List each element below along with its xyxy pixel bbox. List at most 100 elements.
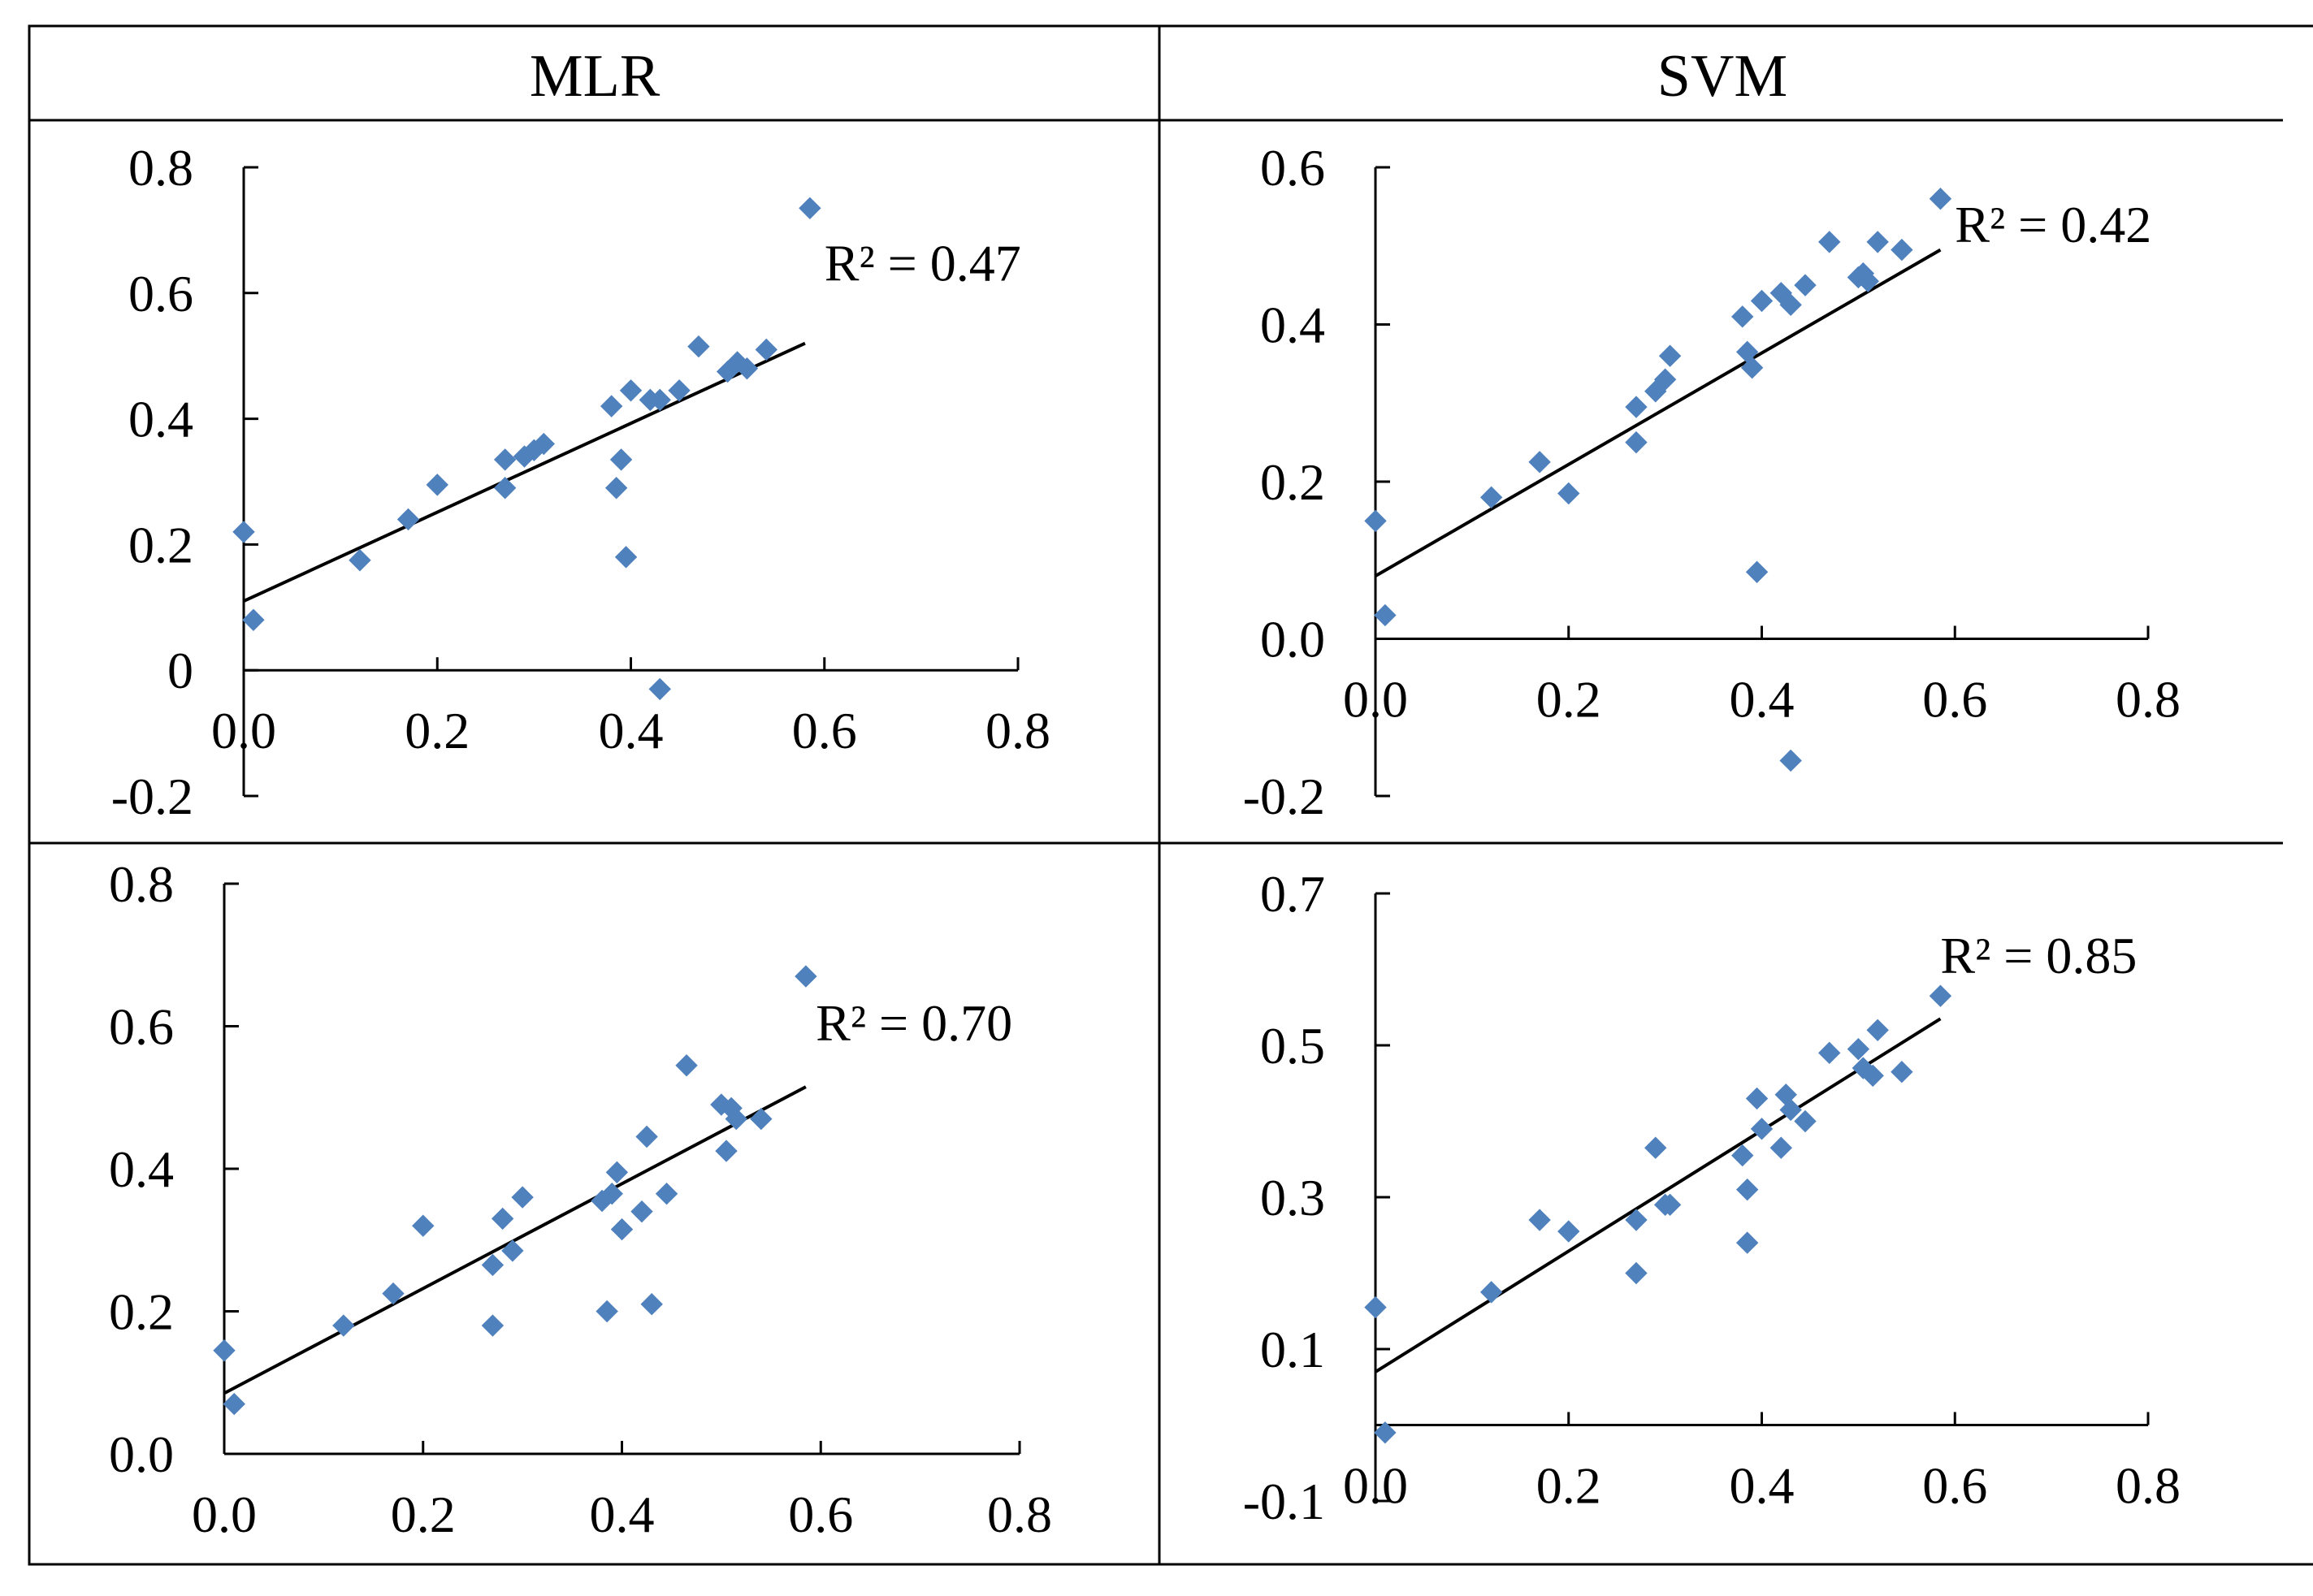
scatter-point bbox=[755, 338, 777, 361]
x-tick-label: 0.6 bbox=[1922, 671, 1987, 729]
panel-mlr-bottom: 0.0 0.2 0.4 0.6 0.8 0.0 0.2 0.4 0.6 0.8 R² = 0.70 bbox=[109, 855, 1052, 1543]
scatter-point bbox=[604, 477, 628, 500]
y-tick-label: 0.4 bbox=[128, 391, 193, 448]
header-svm: SVM bbox=[1657, 43, 1787, 110]
scatter-point bbox=[1745, 1087, 1769, 1110]
x-tick-label: 0.4 bbox=[599, 702, 664, 759]
y-tick-label: 0.0 bbox=[1260, 611, 1325, 668]
x-tick-label: 0.8 bbox=[985, 702, 1050, 759]
y-tick-label: 0.0 bbox=[109, 1425, 174, 1483]
scatter-point bbox=[426, 474, 448, 496]
r-squared-label: R² = 0.70 bbox=[816, 994, 1012, 1052]
scatter-point bbox=[1847, 1037, 1870, 1061]
scatter-point bbox=[610, 1218, 634, 1241]
scatter-point bbox=[1769, 1136, 1792, 1159]
scatter-point bbox=[481, 1253, 505, 1277]
scatter-point bbox=[332, 1314, 355, 1337]
scatter-point bbox=[648, 677, 671, 701]
scatter-point bbox=[1735, 1231, 1759, 1254]
scatter-point bbox=[511, 1186, 534, 1209]
scatter-point bbox=[795, 965, 817, 988]
scatter-point bbox=[1735, 1178, 1759, 1201]
scatter-point bbox=[1374, 603, 1397, 627]
scatter-point bbox=[725, 1107, 747, 1131]
x-tick-label: 0.6 bbox=[788, 1486, 853, 1543]
scatter-point bbox=[1740, 357, 1764, 379]
scatter-point bbox=[1745, 560, 1769, 583]
panel-mlr-top: -0.2 0 0.2 0.4 0.6 0.8 0.0 0.2 0.4 0.6 0.8 R² = 0.4… bbox=[111, 139, 1050, 825]
r-squared-label: R² = 0.85 bbox=[1940, 927, 2137, 984]
x-tick-label: 0.4 bbox=[1730, 1457, 1795, 1515]
r-squared-label: R² = 0.42 bbox=[1955, 196, 2151, 253]
scatter-point bbox=[715, 1140, 738, 1162]
scatter-point bbox=[491, 1207, 514, 1231]
y-tick-label: 0.8 bbox=[128, 139, 193, 197]
x-tick-label: 0.6 bbox=[1922, 1457, 1987, 1515]
scatter-point bbox=[605, 1161, 629, 1184]
x-tick-label: 0.4 bbox=[1730, 671, 1795, 729]
header-mlr: MLR bbox=[530, 43, 661, 110]
scatter-point bbox=[687, 335, 710, 358]
scatter-point bbox=[600, 395, 623, 417]
scatter-point bbox=[493, 477, 517, 500]
scatter-point bbox=[1625, 1209, 1648, 1231]
scatter-point bbox=[1891, 1061, 1913, 1083]
scatter-point bbox=[750, 1107, 773, 1131]
y-tick-label: 0.6 bbox=[128, 265, 193, 322]
y-tick-label: -0.2 bbox=[111, 768, 193, 825]
scatter-point bbox=[648, 388, 671, 412]
scatter-point bbox=[223, 1392, 245, 1416]
scatter-point bbox=[630, 1200, 653, 1223]
scatter-point bbox=[412, 1214, 435, 1237]
scatter-point bbox=[1625, 396, 1648, 418]
scatter-point bbox=[1658, 1193, 1682, 1217]
scatter-point bbox=[242, 608, 265, 631]
scatter-point bbox=[349, 549, 371, 572]
y-tick-label: 0.5 bbox=[1260, 1017, 1325, 1075]
trendline bbox=[223, 1085, 807, 1395]
scatter-point bbox=[1364, 1295, 1387, 1319]
y-tick-label: 0 bbox=[167, 642, 193, 699]
scatter-point bbox=[1528, 1209, 1551, 1231]
scatter-point bbox=[1528, 451, 1551, 474]
scatter-point bbox=[1625, 430, 1648, 454]
y-tick-label: 0.2 bbox=[109, 1283, 174, 1341]
scatter-point bbox=[1861, 1064, 1884, 1088]
scatter-point bbox=[655, 1183, 678, 1205]
x-tick-label: 0.0 bbox=[192, 1486, 257, 1543]
scatter-point bbox=[1818, 1041, 1841, 1065]
y-tick-label: -0.1 bbox=[1243, 1473, 1325, 1530]
scatter-point bbox=[213, 1339, 236, 1362]
x-tick-label: 0.6 bbox=[792, 702, 857, 759]
scatter-point bbox=[232, 521, 255, 543]
x-tick-label: 0.2 bbox=[405, 702, 470, 759]
y-tick-label: 0.2 bbox=[1260, 453, 1325, 511]
trendline bbox=[243, 341, 806, 603]
scatter-point bbox=[619, 379, 643, 402]
y-tick-label: 0.3 bbox=[1260, 1169, 1325, 1226]
table-border bbox=[28, 24, 2313, 1566]
scatter-point bbox=[1866, 1019, 1889, 1042]
panel-svm-top: -0.2 0.0 0.2 0.4 0.6 0.0 0.2 0.4 0.6 0.8 R² = 0.42 bbox=[1243, 139, 2181, 825]
scatter-point bbox=[1779, 749, 1802, 772]
y-tick-label: 0.4 bbox=[1260, 296, 1325, 354]
scatter-point bbox=[668, 379, 691, 402]
scatter-point bbox=[1731, 1144, 1754, 1167]
x-tick-label: 0.8 bbox=[987, 1486, 1052, 1543]
scatter-point bbox=[1557, 1220, 1580, 1243]
scatter-point bbox=[1929, 187, 1952, 210]
scatter-point bbox=[396, 508, 420, 531]
y-tick-label: 0.1 bbox=[1260, 1321, 1325, 1378]
scatter-point bbox=[1891, 238, 1913, 262]
scatter-point bbox=[1479, 486, 1503, 509]
x-tick-label: 0.8 bbox=[2116, 1457, 2181, 1515]
scatter-point bbox=[1731, 305, 1754, 328]
scatter-point bbox=[640, 1293, 663, 1316]
x-tick-label: 0.8 bbox=[2116, 671, 2181, 729]
scatter-point bbox=[493, 448, 517, 471]
x-tick-label: 0.0 bbox=[211, 702, 276, 759]
scatter-point bbox=[635, 1125, 658, 1148]
scatter-point bbox=[1818, 231, 1841, 253]
scatter-point bbox=[501, 1239, 524, 1262]
